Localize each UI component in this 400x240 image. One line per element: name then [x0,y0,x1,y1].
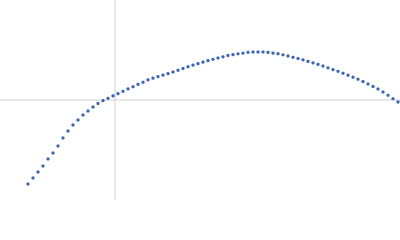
point [266,50,270,55]
point [236,52,240,56]
point [161,73,165,77]
point [131,85,135,89]
point [321,64,325,68]
point [346,73,350,77]
point [341,71,345,75]
point [221,55,225,59]
point [26,182,30,186]
point [301,58,305,62]
point [306,59,310,64]
point [276,52,280,56]
point [241,51,245,55]
point [121,89,125,93]
chart [0,0,400,200]
point [46,157,50,161]
point [91,105,95,109]
point [51,151,55,155]
point [211,57,215,61]
point [156,75,160,79]
point [71,123,75,127]
point [251,50,255,54]
point [206,59,210,63]
point [186,65,190,69]
point [191,63,195,67]
point [86,109,90,113]
point [56,144,60,148]
point [176,68,180,72]
point [226,53,230,58]
point [296,56,300,61]
point [76,118,80,122]
point [381,90,385,94]
point [286,54,290,58]
point [386,93,390,97]
point [66,129,70,133]
point [31,176,35,180]
point [331,68,335,72]
point [351,75,355,79]
point [201,60,205,64]
point [376,87,380,91]
point [136,82,140,86]
point [116,92,120,96]
point [61,136,65,140]
point [141,80,145,84]
point [231,53,235,57]
point [291,55,295,59]
point [366,82,370,86]
point [36,170,40,174]
point [256,50,260,54]
point [396,100,400,104]
point [336,69,340,73]
point [151,76,155,80]
point [41,164,45,168]
point [171,70,175,74]
point [181,66,185,71]
point [106,96,110,100]
point [391,97,395,101]
point [281,53,285,57]
point [81,113,85,117]
point [371,84,375,89]
point [356,77,360,81]
point [126,87,130,91]
point [246,50,250,54]
point [146,78,150,82]
point [361,79,365,84]
point [316,62,320,66]
point [166,72,170,76]
point [96,101,100,106]
point [326,66,330,70]
point [261,50,265,54]
point [196,62,200,66]
point [111,94,115,98]
point [216,56,220,60]
point [271,51,275,55]
point [101,99,105,103]
point [311,61,315,65]
